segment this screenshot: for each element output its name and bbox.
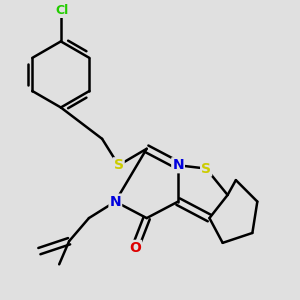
Text: S: S bbox=[114, 158, 124, 172]
Text: Cl: Cl bbox=[56, 4, 69, 16]
Text: O: O bbox=[129, 241, 141, 255]
Text: N: N bbox=[172, 158, 184, 172]
Text: N: N bbox=[110, 195, 121, 208]
Text: S: S bbox=[201, 162, 211, 176]
